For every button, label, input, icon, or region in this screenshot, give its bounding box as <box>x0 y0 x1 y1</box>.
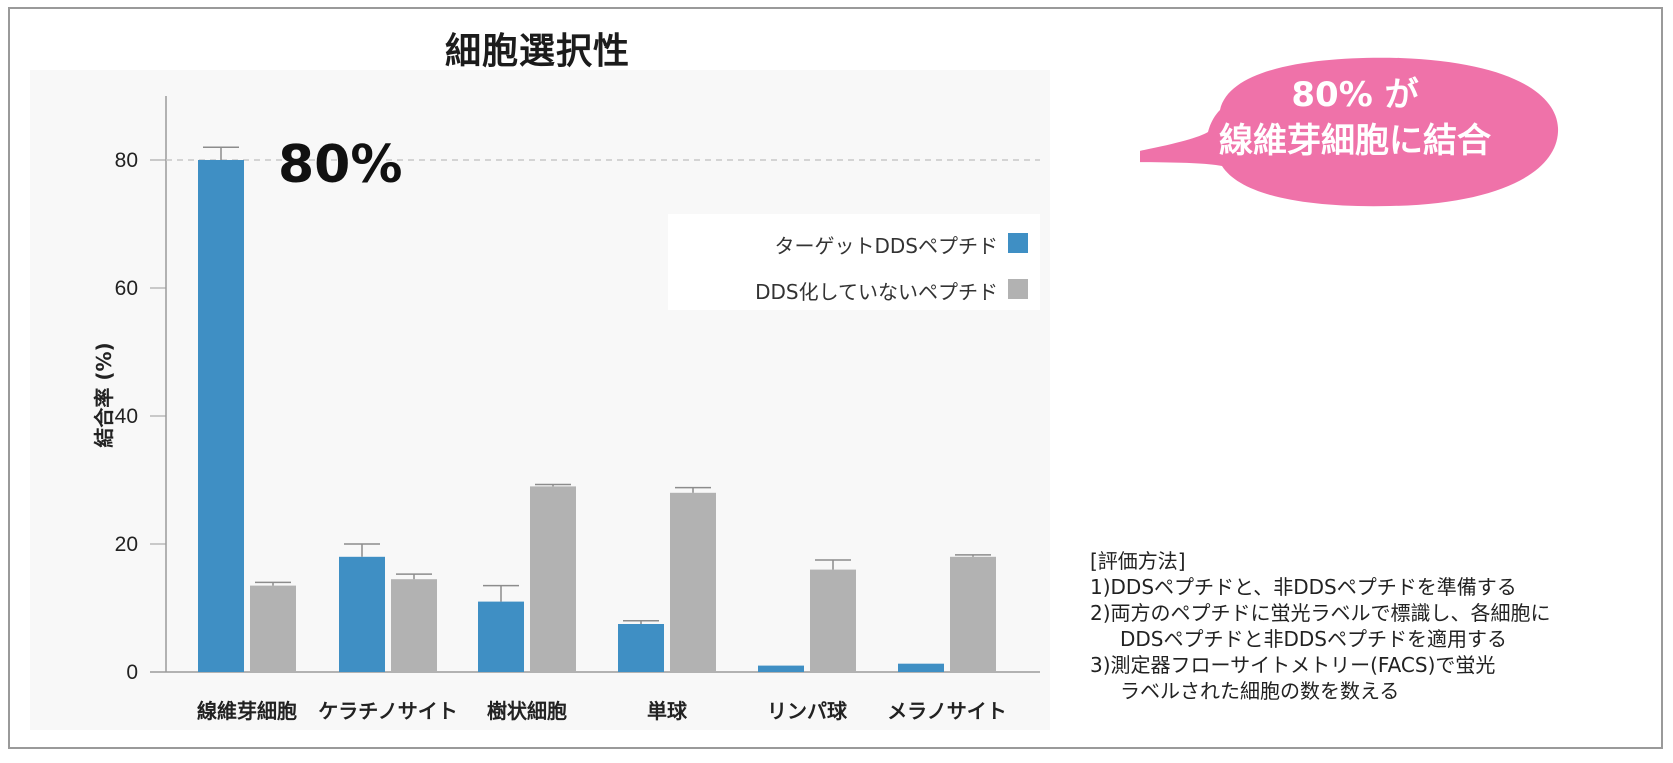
method-step-2-cont: DDSペプチドと非DDSペプチドを適用する <box>1120 627 1507 651</box>
x-tick-label: リンパ球 <box>767 699 848 723</box>
bar-target <box>478 601 524 672</box>
bar-target <box>198 160 244 672</box>
callout-bubble <box>1140 57 1559 207</box>
y-tick-label: 80 <box>115 149 138 172</box>
bar-target <box>758 665 804 672</box>
bar-target <box>618 624 664 672</box>
bar-control <box>530 486 576 672</box>
x-tick-label: 線維芽細胞 <box>197 699 297 723</box>
highlight-percentage: 80% <box>278 135 403 195</box>
y-axis-label: 結合率 (%) <box>92 342 117 448</box>
y-tick-label: 60 <box>115 277 138 300</box>
y-tick-label: 20 <box>115 533 138 556</box>
legend-swatch-control <box>1008 279 1028 299</box>
callout-bubble-shape <box>1140 57 1559 207</box>
callout-line-2: 線維芽細胞に結合 <box>1219 121 1491 161</box>
chart-title: 細胞選択性 <box>445 31 631 72</box>
bar-control <box>810 569 856 672</box>
legend-label-control: DDS化していないペプチド <box>755 280 998 304</box>
legend: ターゲットDDSペプチド DDS化していないペプチド <box>668 214 1040 310</box>
method-step-1: 1)DDSペプチドと、非DDSペプチドを準備する <box>1090 575 1517 599</box>
bar-target <box>898 663 944 672</box>
x-tick-label: 樹状細胞 <box>487 699 567 723</box>
callout-line-1: 80% が <box>1291 75 1419 115</box>
y-tick-label: 40 <box>115 405 138 428</box>
method-heading: [評価方法] <box>1090 549 1186 573</box>
legend-label-target: ターゲットDDSペプチド <box>774 234 999 258</box>
bar-control <box>950 556 996 672</box>
x-tick-label: メラノサイト <box>887 699 1007 723</box>
method-step-3: 3)測定器フローサイトメトリー(FACS)で蛍光 <box>1090 653 1496 677</box>
legend-swatch-target <box>1008 233 1028 253</box>
callout-text: 80% が 線維芽細胞に結合 <box>1180 72 1530 164</box>
bar-target <box>339 556 385 672</box>
bar-control <box>391 579 437 672</box>
bar-control <box>250 585 296 672</box>
x-tick-label: 単球 <box>647 699 688 723</box>
method-step-2: 2)両方のペプチドに蛍光ラベルで標識し、各細胞に <box>1090 601 1551 625</box>
bar-control <box>670 492 716 672</box>
y-tick-label: 0 <box>126 661 138 684</box>
x-tick-label: ケラチノサイト <box>318 699 457 723</box>
evaluation-method: [評価方法] 1)DDSペプチドと、非DDSペプチドを準備する 2)両方のペプチ… <box>1090 548 1551 704</box>
method-step-3-cont: ラベルされた細胞の数を数える <box>1120 679 1400 703</box>
